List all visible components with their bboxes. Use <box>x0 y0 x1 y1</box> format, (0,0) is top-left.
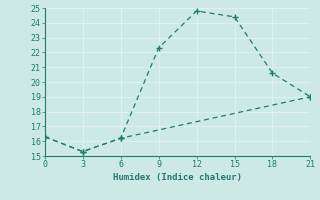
X-axis label: Humidex (Indice chaleur): Humidex (Indice chaleur) <box>113 173 242 182</box>
